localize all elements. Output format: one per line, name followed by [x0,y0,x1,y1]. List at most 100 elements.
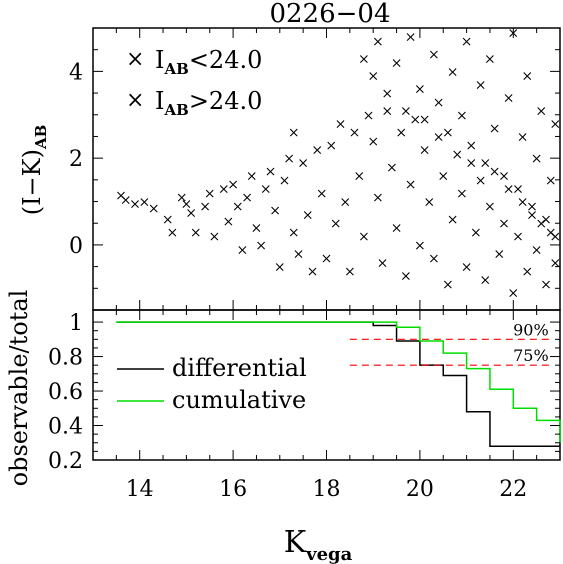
svg-text:(I−K)AB: (I−K)AB [18,125,50,216]
completeness-lines: 90%75% [116,320,561,447]
bright-point: × [218,182,230,198]
faint-point: × [414,82,426,98]
bright-point: × [353,169,365,185]
bright-point: × [428,251,440,267]
bright-point: × [512,229,524,245]
bright-point: × [302,208,314,224]
x-tick-label: 22 [499,477,527,502]
legend-label-gt: IAB>24.0 [155,87,262,119]
bright-point: × [185,205,197,221]
legend-marker-black: × [126,47,144,72]
bright-point: × [531,242,543,258]
bright-point: × [251,221,263,237]
step-line-differential [116,321,560,447]
bright-point: × [442,277,454,293]
bright-point: × [503,182,515,198]
bright-point: × [344,264,356,280]
faint-point: × [545,173,557,189]
bright-point: × [148,201,160,217]
x-tick-label: 16 [219,477,247,502]
bright-point: × [498,216,510,232]
faint-point: × [503,90,515,106]
bright-point: × [209,229,221,245]
bright-point: × [223,214,235,230]
faint-point: × [479,156,491,172]
top-y-tick-label: 2 [69,147,83,172]
bright-point: × [461,260,473,276]
bright-point: × [367,134,379,150]
bright-point: × [265,164,277,180]
faint-point: × [461,34,473,50]
bright-point: × [307,264,319,280]
faint-point: × [367,69,379,85]
faint-point: × [433,95,445,111]
x-tick-label: 20 [406,477,434,502]
bright-point: × [269,203,281,219]
bottom-y-tick-label: 1 [69,311,83,336]
bright-point: × [181,197,193,213]
faint-point: × [512,182,524,198]
svg-text:observable/total: observable/total [5,290,33,487]
bright-point: × [288,125,300,141]
faint-point: × [517,130,529,146]
bright-point: × [423,195,435,211]
bright-point: × [489,164,501,180]
threshold-label: 90% [513,320,549,339]
bright-point: × [433,130,445,146]
legend-label-lt: IAB<24.0 [155,46,262,78]
bright-point: × [199,199,211,215]
bottom-y-tick-label: 0.6 [48,380,83,405]
faint-point: × [535,103,547,119]
x-axis-label: Kvega [284,525,353,564]
faint-point: × [549,116,561,132]
bright-point: × [255,238,267,254]
faint-point: × [465,138,477,154]
bright-point: × [120,192,132,208]
bright-point: × [288,225,300,241]
bright-point: × [521,264,533,280]
bright-point: × [456,186,468,202]
bright-point: × [311,143,323,159]
faint-point: × [419,112,431,128]
top-ylabel-sub: AB [32,125,50,150]
scatter-points: ××××××××××××××××××××××××××××××××××××××××… [115,25,561,301]
bright-point: × [293,247,305,263]
bright-point: × [414,238,426,254]
bottom-legend: differential cumulative [117,354,307,414]
top-y-tick-label: 4 [69,60,83,85]
bright-point: × [283,151,295,167]
bright-point: × [493,247,505,263]
faint-point: × [489,121,501,137]
faint-point: × [358,51,370,67]
bottom-y-tick-label: 0.8 [48,346,83,371]
bright-point: × [526,208,538,224]
bright-point: × [246,169,258,185]
bright-point: × [377,255,389,271]
bright-point: × [405,177,417,193]
faint-point: × [372,34,384,50]
faint-point: × [540,212,552,228]
bright-point: × [358,229,370,245]
bright-point: × [176,190,188,206]
legend-label-cumulative: cumulative [172,386,306,414]
bright-point: × [447,212,459,228]
bright-point: × [339,195,351,211]
bright-point: × [507,286,519,302]
bright-point: × [349,125,361,141]
bright-point: × [540,277,552,293]
faint-point: × [484,51,496,67]
bright-point: × [475,173,487,189]
legend-marker-red: × [126,88,144,113]
bright-point: × [316,186,328,202]
top-ylabel: (I−K)AB [18,125,50,216]
bright-point: × [419,143,431,159]
faint-point: × [498,169,510,185]
faint-point: × [400,103,412,119]
bright-point: × [297,156,309,172]
bottom-axis-ticks: 1 0.8 0.6 0.4 0.2 14 16 18 20 22 [48,310,561,502]
bright-point: × [279,173,291,189]
faint-point: × [381,86,393,102]
faint-point: × [521,69,533,85]
threshold-label: 75% [513,346,549,365]
step-line-cumulative [116,321,561,443]
